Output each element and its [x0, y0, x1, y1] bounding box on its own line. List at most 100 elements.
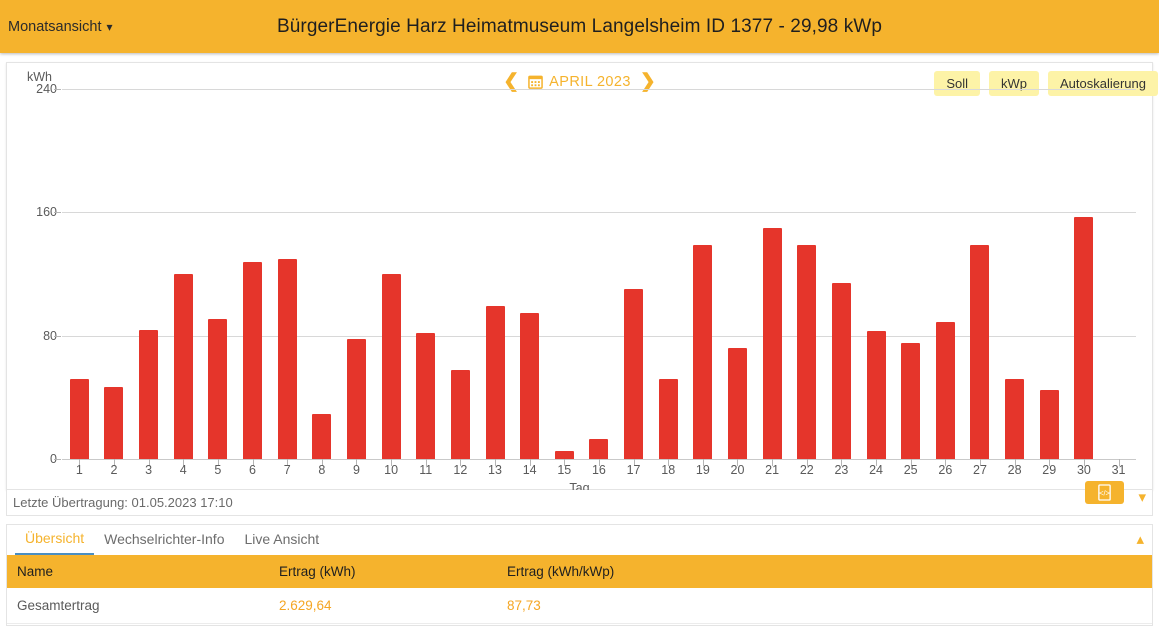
tab-live-ansicht[interactable]: Live Ansicht: [244, 530, 320, 547]
tab-wechselrichter-info[interactable]: Wechselrichter-Info: [104, 530, 225, 547]
bar[interactable]: [1039, 389, 1059, 459]
date-picker[interactable]: APRIL 2023: [528, 74, 631, 90]
bar-slot[interactable]: [686, 89, 721, 466]
bar[interactable]: [554, 451, 574, 459]
bar-slot[interactable]: [1067, 89, 1102, 466]
kwp-button[interactable]: kWp: [989, 71, 1039, 96]
bar[interactable]: [1074, 216, 1094, 459]
table-row: Gesamtertrag 2.629,64 87,73: [7, 588, 1152, 624]
bar[interactable]: [277, 258, 297, 459]
bar-slot[interactable]: [201, 89, 236, 466]
bar-slot[interactable]: [166, 89, 201, 466]
bar-slot[interactable]: [339, 89, 374, 466]
bar[interactable]: [69, 378, 89, 459]
bar-slot[interactable]: [824, 89, 859, 466]
bar-slot[interactable]: [374, 89, 409, 466]
bar-slot[interactable]: [304, 89, 339, 466]
bar-slot[interactable]: [408, 89, 443, 466]
x-tick-mark: [1118, 459, 1120, 466]
bar[interactable]: [866, 331, 886, 459]
chevron-down-icon[interactable]: ▾: [1138, 489, 1146, 506]
bar[interactable]: [970, 244, 990, 459]
bar-slot[interactable]: [720, 89, 755, 466]
bar-slot[interactable]: [62, 89, 97, 466]
bar[interactable]: [520, 312, 540, 459]
svg-text:</>: </>: [1100, 489, 1111, 498]
y-axis-tick-label: 160: [36, 205, 57, 220]
soll-button[interactable]: Soll: [934, 71, 980, 96]
bar-slot[interactable]: [651, 89, 686, 466]
x-axis-tick-label: 9: [352, 463, 360, 477]
chart-plot-area[interactable]: 0 80 160 240: [7, 82, 1152, 466]
last-transmission-label: Letzte Übertragung: 01.05.2023 17:10: [13, 495, 233, 510]
x-tick-mark: [425, 459, 427, 466]
x-axis-tick-label: 14: [522, 463, 537, 477]
bar[interactable]: [762, 227, 782, 459]
next-month-button[interactable]: ❯: [639, 71, 656, 92]
bar-slot[interactable]: [616, 89, 651, 466]
x-tick-mark: [217, 459, 219, 466]
bar[interactable]: [797, 244, 817, 459]
x-tick-mark: [945, 459, 947, 466]
bar[interactable]: [589, 438, 609, 459]
x-tick-mark: [841, 459, 843, 466]
bar[interactable]: [831, 283, 851, 459]
bar-slot[interactable]: [893, 89, 928, 466]
bar[interactable]: [243, 261, 263, 459]
bar-slot[interactable]: [789, 89, 824, 466]
gridline: [62, 212, 1136, 214]
bar[interactable]: [624, 289, 644, 459]
bar-slot[interactable]: [755, 89, 790, 466]
bar[interactable]: [346, 338, 366, 459]
bar[interactable]: [416, 332, 436, 459]
x-axis-tick-label: 3: [145, 463, 153, 477]
bar[interactable]: [208, 318, 228, 459]
column-header-ertrag-kwh: Ertrag (kWh): [269, 555, 497, 588]
x-axis-tick-label: 29: [1042, 463, 1057, 477]
x-tick-mark: [287, 459, 289, 466]
y-axis-tick-label: 80: [43, 328, 57, 343]
cell-ertrag-kwh-kwp: 87,73: [497, 588, 1152, 624]
bar[interactable]: [901, 343, 921, 459]
bar-slot[interactable]: [235, 89, 270, 466]
bar[interactable]: [312, 414, 332, 459]
bar[interactable]: [450, 369, 470, 459]
bar-slot[interactable]: [928, 89, 963, 466]
tab-uebersicht[interactable]: Übersicht: [15, 526, 95, 555]
bar[interactable]: [658, 378, 678, 459]
bar-slot[interactable]: [859, 89, 894, 466]
bar-slot[interactable]: [582, 89, 617, 466]
autoskalierung-button[interactable]: Autoskalierung: [1048, 71, 1158, 96]
overview-table: Name Ertrag (kWh) Ertrag (kWh/kWp) Gesam…: [7, 555, 1152, 624]
bar[interactable]: [104, 386, 124, 459]
bar[interactable]: [139, 329, 159, 459]
bar-slot[interactable]: [270, 89, 305, 466]
bar[interactable]: [935, 321, 955, 459]
bar[interactable]: [727, 348, 747, 459]
x-axis-tick-label: 17: [626, 463, 641, 477]
bar-slot[interactable]: [443, 89, 478, 466]
x-axis-tick-label: 24: [869, 463, 883, 477]
x-axis-tick-label: 1: [75, 463, 83, 477]
bar[interactable]: [381, 274, 401, 459]
bar-slot[interactable]: [131, 89, 166, 466]
x-tick-mark: [1083, 459, 1085, 466]
bar-slot[interactable]: [1032, 89, 1067, 466]
tick-mark: [54, 335, 61, 337]
bar-slot[interactable]: [478, 89, 513, 466]
chevron-up-icon[interactable]: ▴: [1136, 531, 1144, 548]
bar[interactable]: [1005, 378, 1025, 459]
previous-month-button[interactable]: ❮: [503, 71, 520, 92]
export-document-icon[interactable]: </>: [1085, 481, 1125, 504]
x-tick-mark: [876, 459, 878, 466]
bar-slot[interactable]: [963, 89, 998, 466]
bar-slot[interactable]: [997, 89, 1032, 466]
bar-slot[interactable]: [1101, 89, 1136, 466]
bar-slot[interactable]: [512, 89, 547, 466]
view-mode-selector[interactable]: Monatsansicht ▾: [8, 19, 113, 35]
bar[interactable]: [693, 244, 713, 459]
bar[interactable]: [485, 306, 505, 459]
bar-slot[interactable]: [547, 89, 582, 466]
bar[interactable]: [173, 274, 193, 459]
bar-slot[interactable]: [97, 89, 132, 466]
